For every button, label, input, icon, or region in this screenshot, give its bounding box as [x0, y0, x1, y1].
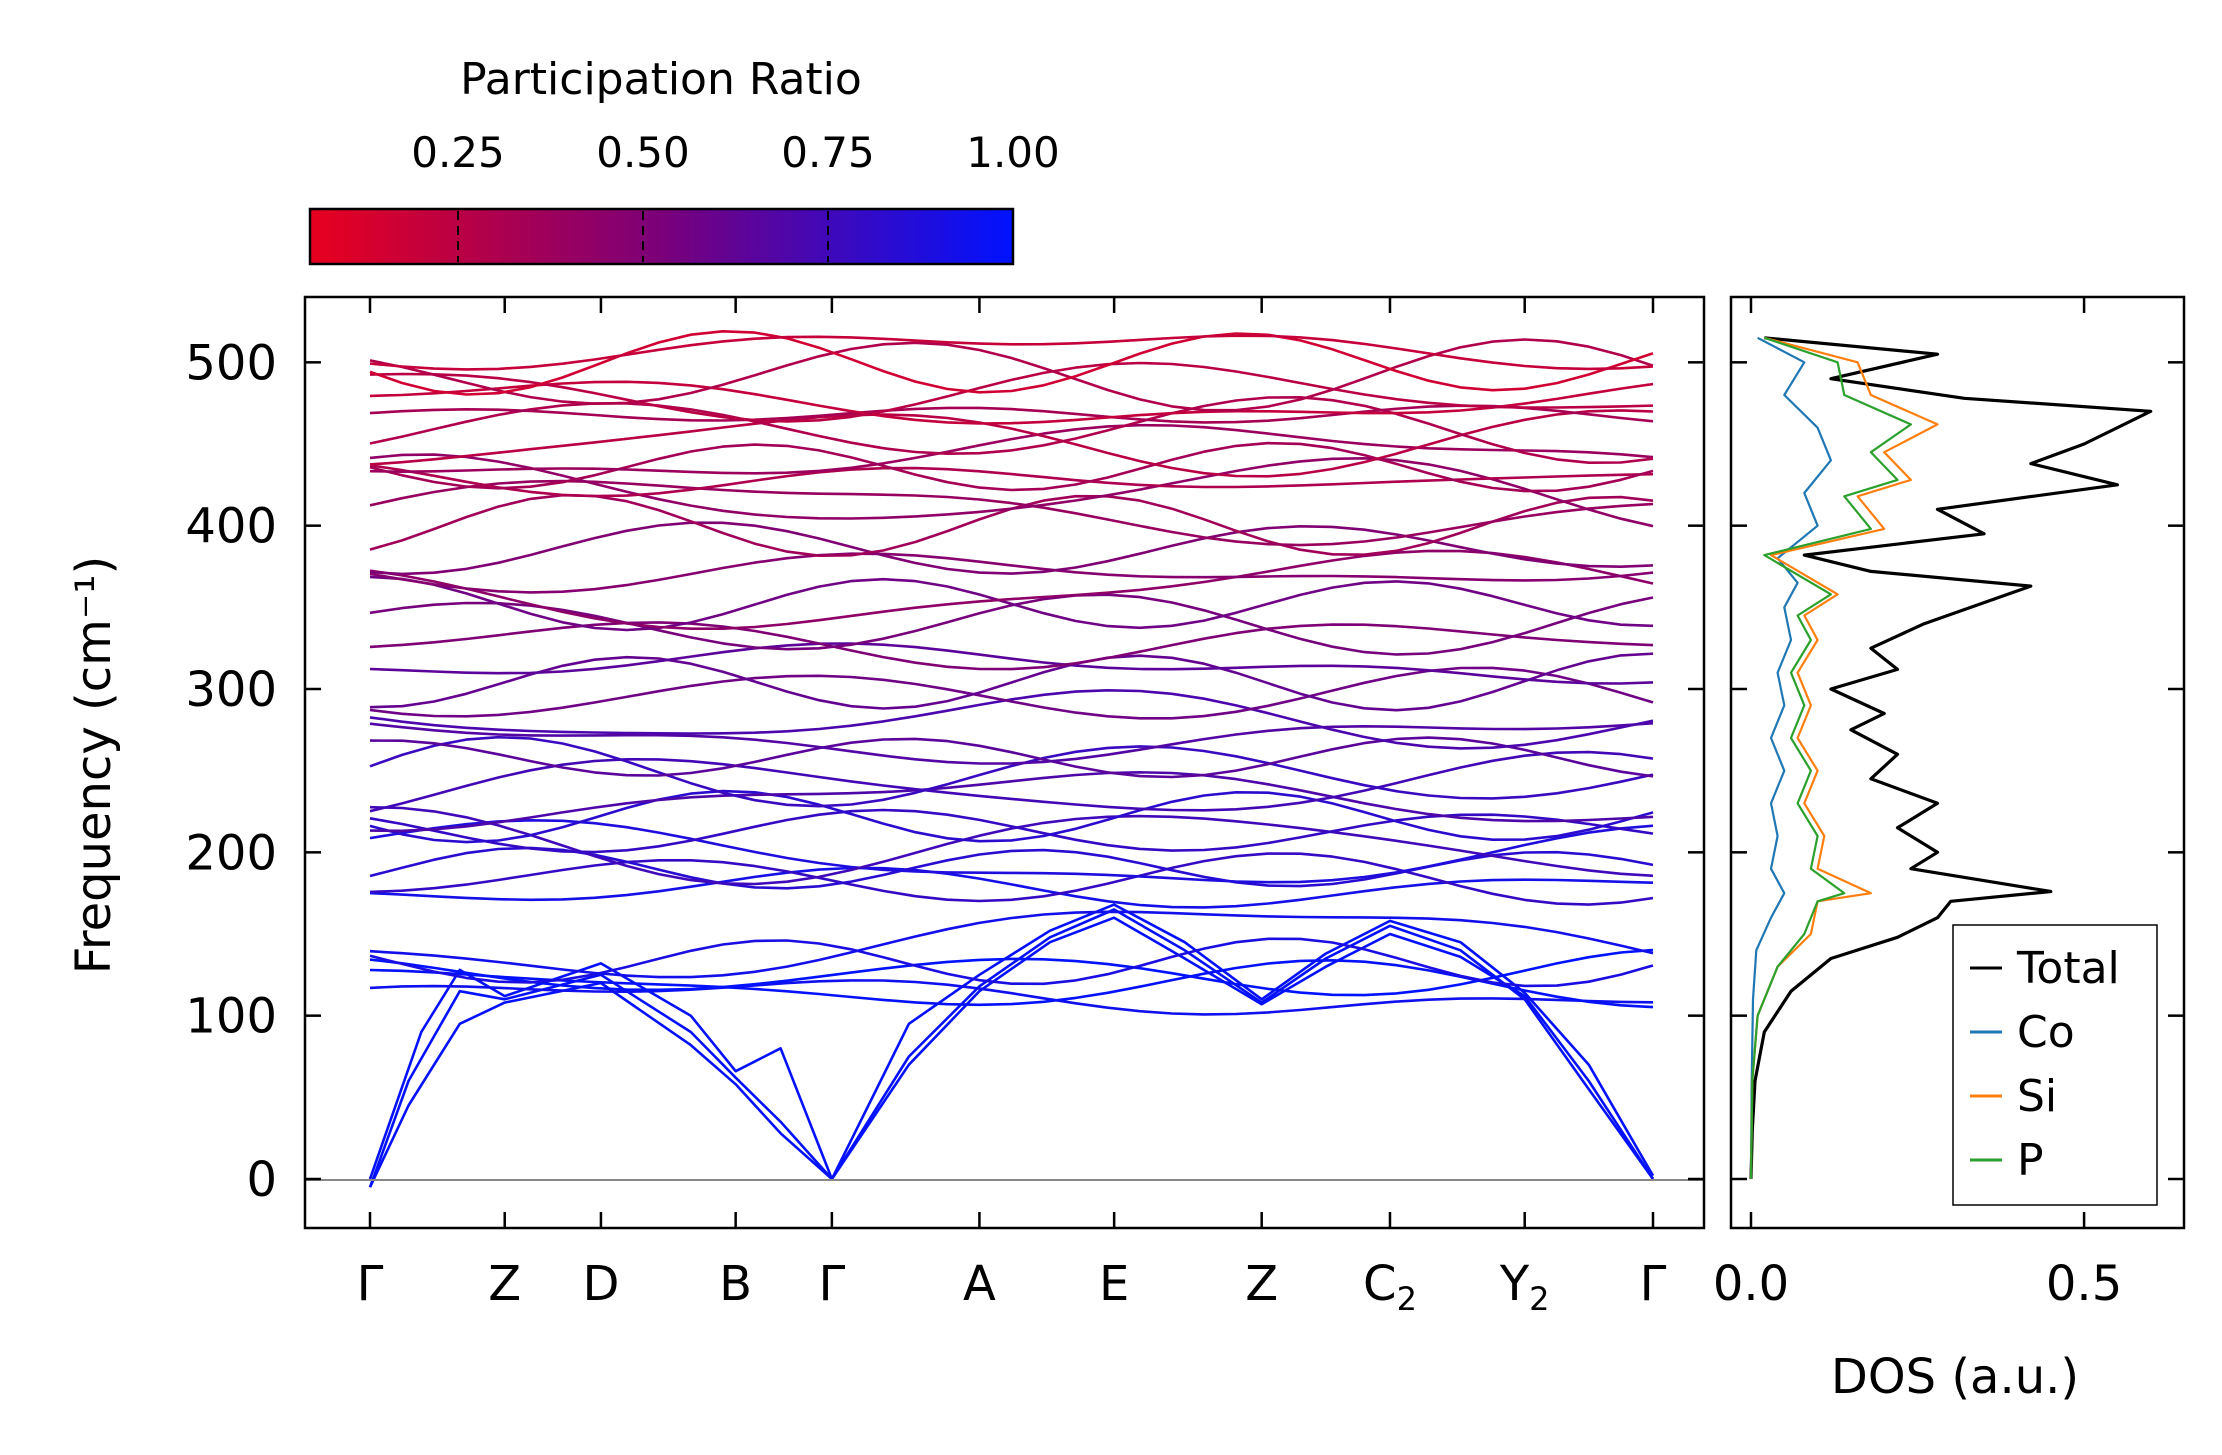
legend-label: Co — [2017, 1007, 2075, 1058]
optical-branch — [369, 771, 1654, 833]
optical-branch — [369, 979, 1654, 1016]
optical-branch — [369, 441, 1654, 493]
y-tick-label: 500 — [185, 335, 277, 391]
optical-branch — [369, 666, 1654, 720]
optical-branch — [369, 750, 1654, 813]
optical-branch — [369, 409, 1654, 478]
k-point-label: Z — [488, 1256, 521, 1312]
optical-branch — [369, 959, 1654, 1009]
colorbar: Participation Ratio 0.25 0.50 0.75 1.00 — [308, 54, 1060, 266]
k-point-label: Y2 — [1499, 1256, 1550, 1318]
k-point-label: Γ — [819, 1256, 846, 1312]
optical-branch — [369, 910, 1654, 979]
k-point-label: E — [1099, 1256, 1129, 1312]
optical-branch — [369, 948, 1654, 997]
optical-branch — [369, 852, 1654, 906]
colorbar-tick-label: 0.25 — [411, 128, 505, 177]
optical-branch — [369, 736, 1654, 779]
optical-branch — [369, 652, 1654, 712]
optical-branch — [369, 735, 1654, 808]
y-tick-label: 200 — [185, 825, 277, 881]
colorbar-tick-label: 1.00 — [966, 128, 1060, 177]
optical-branch — [369, 552, 1654, 594]
dos-series-total — [1749, 336, 2153, 1180]
k-point-label: Z — [1245, 1256, 1278, 1312]
acoustic-branch — [368, 908, 1655, 1188]
optical-branch — [369, 521, 1654, 576]
optical-branch — [369, 621, 1654, 671]
band-y-axis-label: Frequency (cm⁻¹) — [66, 556, 122, 974]
dos-x-tick-label: 0.5 — [2046, 1256, 2122, 1312]
k-point-label: Γ — [357, 1256, 384, 1312]
legend-label: Si — [2017, 1071, 2057, 1122]
optical-branch — [369, 789, 1654, 844]
optical-branch — [369, 866, 1654, 909]
legend-frame — [1952, 924, 2158, 1206]
y-tick-label: 400 — [185, 499, 277, 555]
colorbar-ticks: 0.25 0.50 0.75 1.00 — [411, 128, 1060, 262]
optical-branch — [369, 593, 1654, 656]
optical-branch — [369, 361, 1654, 423]
acoustic-branch — [368, 916, 1655, 1188]
dos-series-p — [1749, 336, 1912, 1180]
k-point-label: C2 — [1363, 1256, 1417, 1318]
legend-label: P — [2017, 1135, 2044, 1186]
dos-ticks: 0.0 0.5 — [1713, 297, 2184, 1312]
band-lines — [368, 330, 1655, 1188]
optical-branch — [369, 423, 1654, 475]
colorbar-tick-label: 0.50 — [596, 128, 690, 177]
optical-branch — [369, 404, 1654, 424]
y-tick-label: 300 — [185, 662, 277, 718]
optical-branch — [369, 334, 1654, 371]
k-point-label: B — [719, 1256, 752, 1312]
dos-axes-frame — [1729, 295, 2186, 1230]
optical-branch — [369, 937, 1654, 988]
dos-lines — [1749, 336, 2153, 1180]
k-point-label: Γ — [1640, 1256, 1667, 1312]
dos-panel: 0.0 0.5 DOS (a.u.) Total Co Si P — [1713, 295, 2186, 1405]
acoustic-branch — [368, 903, 1655, 1181]
optical-branch — [369, 819, 1654, 884]
y-tick-label: 100 — [185, 989, 277, 1045]
band-x-ticks: Γ Z D B Γ A E Z C2 Y2 Γ — [357, 297, 1667, 1318]
dos-x-tick-label: 0.0 — [1713, 1256, 1789, 1312]
optical-branch — [369, 689, 1654, 750]
dos-series-co — [1749, 336, 1832, 1180]
optical-branch — [369, 453, 1654, 528]
dos-legend: Total Co Si P — [1952, 924, 2158, 1206]
optical-branch — [369, 575, 1654, 632]
colorbar-tick-label: 0.75 — [781, 128, 875, 177]
k-point-label: A — [963, 1256, 996, 1312]
y-tick-label: 0 — [246, 1152, 277, 1208]
dos-series-si — [1749, 336, 1939, 1180]
colorbar-gradient — [308, 207, 1015, 266]
colorbar-title: Participation Ratio — [460, 54, 862, 105]
band-axes-frame — [303, 295, 1706, 1230]
optical-branch — [369, 380, 1654, 425]
optical-branch — [369, 338, 1654, 412]
optical-branch — [369, 642, 1654, 685]
k-point-label: D — [582, 1256, 619, 1312]
band-structure-panel: 0 100 200 300 400 500 Γ Z D B Γ A E Z C2 Y2 Γ Frequency… — [66, 295, 1706, 1318]
band-y-ticks: 0 100 200 300 400 500 — [185, 335, 1704, 1208]
optical-branch — [369, 396, 1654, 464]
optical-branch — [369, 330, 1654, 396]
legend-label: Total — [2016, 943, 2120, 994]
optical-branch — [369, 722, 1654, 765]
dos-x-axis-label: DOS (a.u.) — [1831, 1349, 2079, 1405]
optical-branch — [369, 549, 1654, 630]
optical-branch — [369, 464, 1654, 498]
